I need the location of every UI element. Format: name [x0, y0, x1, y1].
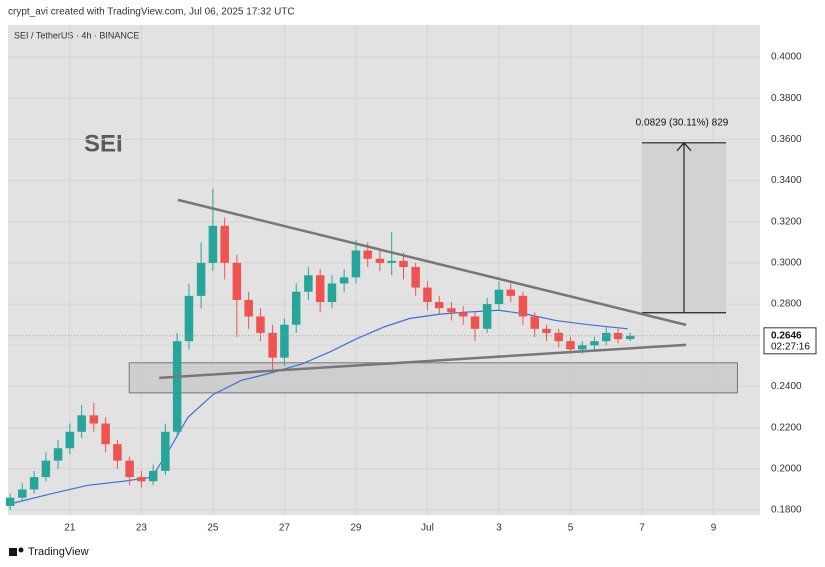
x-tick-label: 9: [711, 523, 717, 534]
price-tag: [763, 327, 817, 355]
candle-body: [613, 332, 623, 340]
candle-body: [291, 291, 301, 325]
candle-body: [53, 448, 63, 461]
y-tick-label: 0.3600: [771, 134, 802, 145]
candle-body: [18, 489, 27, 498]
candle-body: [196, 262, 206, 296]
candle-body: [161, 431, 170, 471]
candle-body: [363, 250, 372, 259]
footer-text: TradingView: [28, 546, 89, 558]
x-tick-label: Jul: [421, 523, 434, 534]
candle-body: [315, 275, 325, 303]
credit: crypt_avi created with TradingView.com, …: [8, 7, 295, 18]
candle-body: [447, 308, 456, 313]
candle-body: [530, 316, 539, 329]
trend-line: [177, 198, 687, 327]
x-tick-label: 23: [136, 523, 148, 534]
candle-body: [554, 332, 563, 342]
candle-body: [77, 415, 86, 432]
candle-body: [208, 225, 218, 263]
candle-body: [494, 289, 504, 305]
candle-body: [244, 299, 253, 317]
logo-dot: [18, 547, 24, 553]
y-tick-label: 0.2400: [771, 381, 802, 392]
x-tick-label: 29: [350, 523, 362, 534]
candle-body: [172, 341, 182, 432]
candle-body: [125, 460, 134, 478]
candle-body: [387, 260, 396, 263]
y-tick-label: 0.3200: [771, 216, 802, 227]
x-tick-label: 5: [568, 523, 574, 534]
candle-body: [113, 444, 122, 461]
candle-body: [482, 304, 492, 329]
candle-body: [89, 415, 99, 424]
candle-body: [542, 328, 551, 333]
candle-body: [518, 295, 528, 317]
candle-body: [566, 341, 575, 350]
candle-body: [184, 295, 194, 342]
candle-body: [578, 345, 587, 350]
candle-body: [590, 341, 599, 346]
candle-body: [506, 289, 516, 296]
candle-body: [232, 262, 242, 300]
y-tick-label: 0.3000: [771, 258, 802, 269]
candle-body: [29, 477, 39, 490]
candle-body: [423, 287, 432, 303]
candle-body: [148, 470, 158, 482]
y-tick-label: 0.2000: [771, 464, 802, 475]
y-tick-label: 0.3800: [771, 93, 802, 104]
candle-body: [5, 497, 15, 506]
candle-body: [327, 283, 337, 303]
candle-body: [339, 277, 349, 284]
candle-body: [434, 302, 444, 309]
candle-body: [375, 258, 385, 263]
candle-body: [351, 250, 361, 278]
x-tick-label: 21: [64, 523, 76, 534]
x-tick-label: 7: [639, 523, 645, 534]
y-tick-label: 0.3400: [771, 175, 802, 186]
x-tick-label: 27: [279, 523, 291, 534]
logo-mark: [9, 548, 17, 556]
candle-body: [256, 316, 265, 333]
y-tick-label: 0.1800: [771, 505, 802, 516]
candle-body: [65, 431, 75, 449]
y-tick-label: 0.4000: [771, 52, 802, 63]
x-tick-label: 3: [496, 523, 502, 534]
price-label: 0.2646: [771, 330, 802, 341]
symbol-title: SEI / TetherUS · 4h · BINANCE: [14, 30, 139, 40]
footer-logo: TradingView: [9, 546, 89, 558]
y-tick-label: 0.2800: [771, 299, 802, 310]
y-tick-label: 0.2200: [771, 422, 802, 433]
candle-body: [280, 324, 289, 358]
candle-body: [137, 477, 146, 482]
plot-area: [8, 25, 760, 515]
countdown: 02:27:16: [771, 341, 810, 352]
measure-label: 0.0829 (30.11%) 829: [636, 117, 729, 128]
candle-body: [458, 312, 468, 317]
x-tick-label: 25: [207, 523, 219, 534]
support-zone: [128, 362, 738, 394]
arrow-head: [676, 141, 692, 152]
trend-line: [159, 343, 687, 380]
candle-body: [268, 332, 277, 358]
candle-body: [41, 460, 51, 478]
candle-body: [601, 332, 611, 342]
watermark: SEI: [84, 130, 123, 157]
candle-body: [411, 267, 420, 288]
candle-body: [101, 423, 110, 445]
candle-body: [220, 225, 229, 263]
candle-body: [304, 275, 313, 292]
candle-body: [470, 316, 480, 329]
candle-body: [625, 335, 635, 340]
candle-body: [399, 260, 408, 268]
